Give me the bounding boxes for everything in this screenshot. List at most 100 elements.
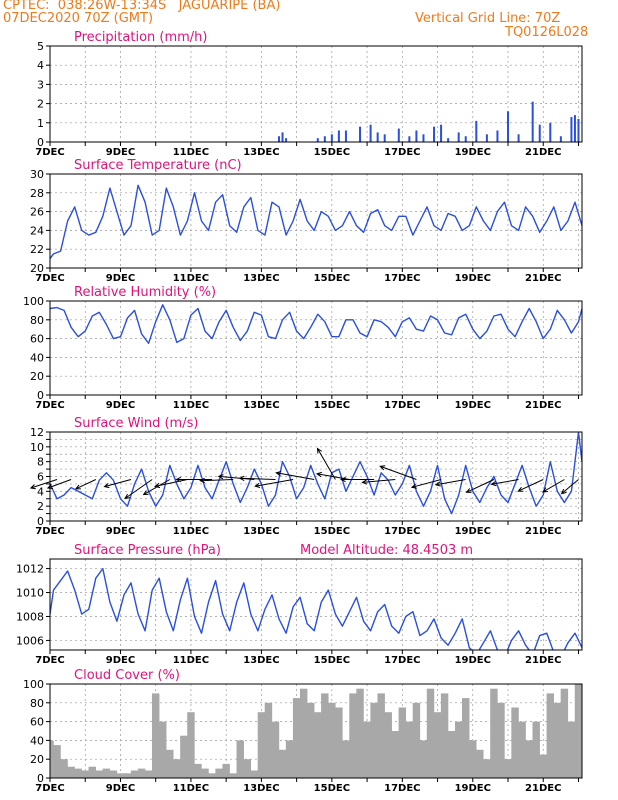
precip-xtick-label: 11DEC — [173, 147, 209, 158]
cloud-bar — [490, 688, 498, 778]
cloud-bar — [201, 768, 209, 778]
precip-bar — [457, 132, 460, 142]
cloud-bar — [109, 770, 118, 778]
cloud-title: Cloud Cover (%) — [74, 668, 180, 683]
cloud-bar — [257, 712, 266, 778]
precip-bar — [344, 130, 347, 142]
cloud-bar — [236, 740, 244, 778]
precip-bar — [440, 124, 443, 142]
humidity-xtick-label: 11DEC — [173, 400, 209, 411]
temp-xtick-label: 17DEC — [384, 273, 420, 284]
wind-xtick-label: 15DEC — [314, 526, 350, 537]
cloud-bar — [391, 731, 399, 778]
precip-xtick-label: 17DEC — [384, 147, 420, 158]
temp-ytick-label: 26 — [30, 206, 44, 219]
cloud-bar — [349, 693, 357, 778]
precip-xtick-label: 15DEC — [314, 147, 350, 158]
precip-ytick-label: 1 — [37, 117, 44, 130]
humidity-xtick-label: 21DEC — [525, 400, 561, 411]
cloud-bar — [60, 759, 68, 778]
precip-ytick-label: 2 — [37, 98, 44, 111]
wind-vector-arrow — [124, 479, 153, 500]
precip-frame — [49, 45, 583, 143]
cloud-bar — [173, 759, 181, 778]
cloud-bar — [314, 712, 322, 778]
wind-ytick-label: 4 — [37, 485, 44, 498]
precip-bar — [531, 101, 534, 142]
wind-vector-arrow — [199, 477, 234, 484]
cloud-bar — [271, 721, 280, 778]
precip-title: Precipitation (mm/h) — [74, 30, 207, 45]
cloud-bar — [67, 766, 75, 778]
cloud-bar — [306, 702, 315, 778]
precip-bar — [507, 111, 510, 142]
wind-xtick-label: 11DEC — [173, 526, 209, 537]
temp-xtick-label: 15DEC — [314, 273, 350, 284]
precip-bar — [383, 134, 386, 142]
wind-vector-arrow — [74, 479, 97, 490]
humidity-ytick-label: 100 — [23, 295, 44, 308]
cloud-bar — [264, 702, 273, 778]
cloud-bar — [208, 773, 216, 778]
cloud-bar — [384, 712, 392, 778]
temp-ytick-label: 28 — [30, 187, 44, 200]
cloud-bar — [412, 702, 421, 778]
cloud-xtick-label: 21DEC — [525, 783, 561, 794]
cloud-ytick-label: 60 — [30, 716, 44, 729]
precip-xtick-label: 9DEC — [106, 147, 135, 158]
pressure-xtick-label: 15DEC — [314, 655, 350, 666]
cloud-xtick-label: 11DEC — [173, 783, 209, 794]
cloud-ytick-label: 20 — [30, 753, 44, 766]
precip-bar — [316, 138, 319, 142]
humidity-xtick-label: 7DEC — [35, 400, 64, 411]
wind-xtick-label: 17DEC — [384, 526, 420, 537]
header-location: CPTEC: 038:26W-13:34S JAGUARIPE (BA) — [3, 0, 281, 13]
cloud-bar — [278, 749, 287, 778]
precip-bar — [549, 122, 552, 142]
wind-xtick-label: 9DEC — [106, 526, 135, 537]
wind-ytick-label: 0 — [37, 515, 44, 528]
wind-xtick-label: 21DEC — [525, 526, 561, 537]
pressure-title: Surface Pressure (hPa) — [74, 543, 221, 558]
cloud-bar — [518, 721, 526, 778]
precip-bar — [337, 130, 340, 142]
humidity-frame — [49, 300, 583, 396]
precip-xtick-label: 7DEC — [35, 147, 64, 158]
cloud-bar — [243, 759, 252, 778]
cloud-bar — [123, 773, 132, 778]
cloud-bar — [574, 684, 582, 778]
precip-bar — [281, 132, 284, 142]
cloud-bar — [53, 745, 61, 778]
humidity-xtick-label: 19DEC — [455, 400, 491, 411]
precip-xtick-label: 21DEC — [525, 147, 561, 158]
pressure-xtick-label: 11DEC — [173, 655, 209, 666]
precip-bar — [422, 134, 425, 142]
wind-vector-arrow — [275, 471, 315, 480]
cloud-bar — [215, 768, 223, 778]
precip-ytick-label: 4 — [37, 59, 44, 72]
temp-xtick-label: 9DEC — [106, 273, 135, 284]
pressure-series-line — [50, 567, 582, 650]
precip-bar — [278, 136, 281, 142]
precip-bar — [397, 128, 400, 142]
cloud-ytick-label: 0 — [37, 772, 44, 785]
cloud-bar — [469, 740, 477, 778]
wind-vector-arrow — [254, 479, 294, 488]
wind-xtick-label: 19DEC — [455, 526, 491, 537]
cloud-bar — [74, 768, 82, 778]
wind-vector-arrow — [238, 475, 276, 482]
cloud-bar — [342, 740, 350, 778]
precip-bar — [376, 132, 379, 142]
cloud-bar — [363, 721, 371, 778]
cloud-bar — [567, 721, 576, 778]
cloud-bar — [497, 702, 505, 778]
cloud-bar — [250, 770, 259, 778]
cloud-bar — [377, 693, 385, 778]
header-model-id: TQ0126L028 — [505, 25, 589, 40]
precip-bar — [577, 118, 580, 142]
precip-bar — [559, 136, 562, 142]
cloud-xtick-label: 15DEC — [314, 783, 350, 794]
humidity-ytick-label: 20 — [30, 370, 44, 383]
pressure-ytick-label: 1012 — [16, 563, 44, 576]
